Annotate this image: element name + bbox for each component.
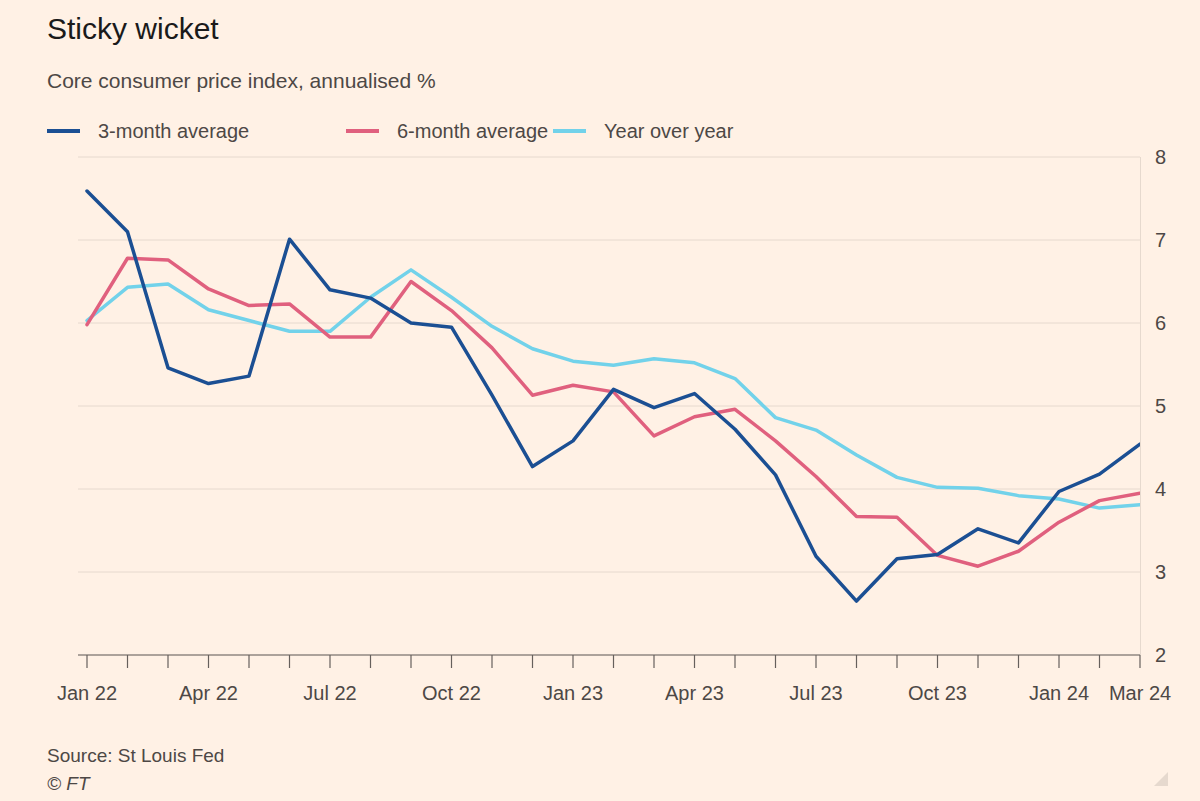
x-tick [734,655,735,668]
x-tick-label: Mar 24 [1109,682,1171,704]
x-axis [78,654,1140,655]
x-tick [329,655,330,668]
x-tick-label: Apr 22 [179,682,238,704]
credit: © FT [47,773,91,794]
legend-swatch [346,129,379,133]
legend-label: Year over year [604,120,734,142]
x-tick [977,655,978,668]
x-tick-label: Apr 23 [665,682,724,704]
x-tick-label: Oct 23 [908,682,967,704]
y-tick-label: 2 [1155,644,1166,666]
subtitle: Core consumer price index, annualised % [47,69,436,92]
x-tick [613,655,614,668]
y-axis [1140,157,1141,655]
x-tick [410,655,411,668]
corner-mark [1154,772,1168,786]
y-tick-label: 7 [1155,229,1166,251]
y-tick-label: 5 [1155,395,1166,417]
grid-line [78,240,1140,241]
legend-label: 3-month average [98,120,249,142]
x-tick-label: Jul 23 [789,682,842,704]
x-tick-label: Jan 22 [57,682,117,704]
grid-line [78,157,1140,158]
x-tick [127,655,128,668]
source: Source: St Louis Fed [47,745,224,766]
series-line [87,191,1140,601]
x-tick [572,655,573,668]
x-tick [248,655,249,668]
y-tick-label: 8 [1155,146,1166,168]
x-tick [167,655,168,668]
x-tick [937,655,938,668]
x-tick [491,655,492,668]
x-tick [775,655,776,668]
x-tick [1139,655,1140,668]
x-tick [1018,655,1019,668]
x-tick [815,655,816,668]
grid-line [78,655,1140,656]
plot-area [87,191,1140,601]
x-tick-label: Oct 22 [422,682,481,704]
grid-line [78,406,1140,407]
x-tick [86,655,87,668]
x-tick [532,655,533,668]
x-tick [896,655,897,668]
y-tick-label: 3 [1155,561,1166,583]
x-tick [289,655,290,668]
x-tick-label: Jan 23 [543,682,603,704]
grid-line [78,572,1140,573]
x-tick [694,655,695,668]
y-tick-label: 4 [1155,478,1166,500]
x-tick [653,655,654,668]
y-tick-label: 6 [1155,312,1166,334]
x-tick [1058,655,1059,668]
x-tick [856,655,857,668]
series-line [87,258,1140,566]
background [0,0,1200,801]
legend-label: 6-month average [397,120,548,142]
x-tick-label: Jul 22 [303,682,356,704]
legend-swatch [553,129,586,133]
legend-swatch [47,129,80,133]
chart: Sticky wicket Core consumer price index, … [0,0,1200,801]
x-tick [1099,655,1100,668]
x-tick [370,655,371,668]
x-tick [208,655,209,668]
x-tick [451,655,452,668]
title: Sticky wicket [47,12,219,45]
x-tick-label: Jan 24 [1029,682,1089,704]
grid-line [78,323,1140,324]
